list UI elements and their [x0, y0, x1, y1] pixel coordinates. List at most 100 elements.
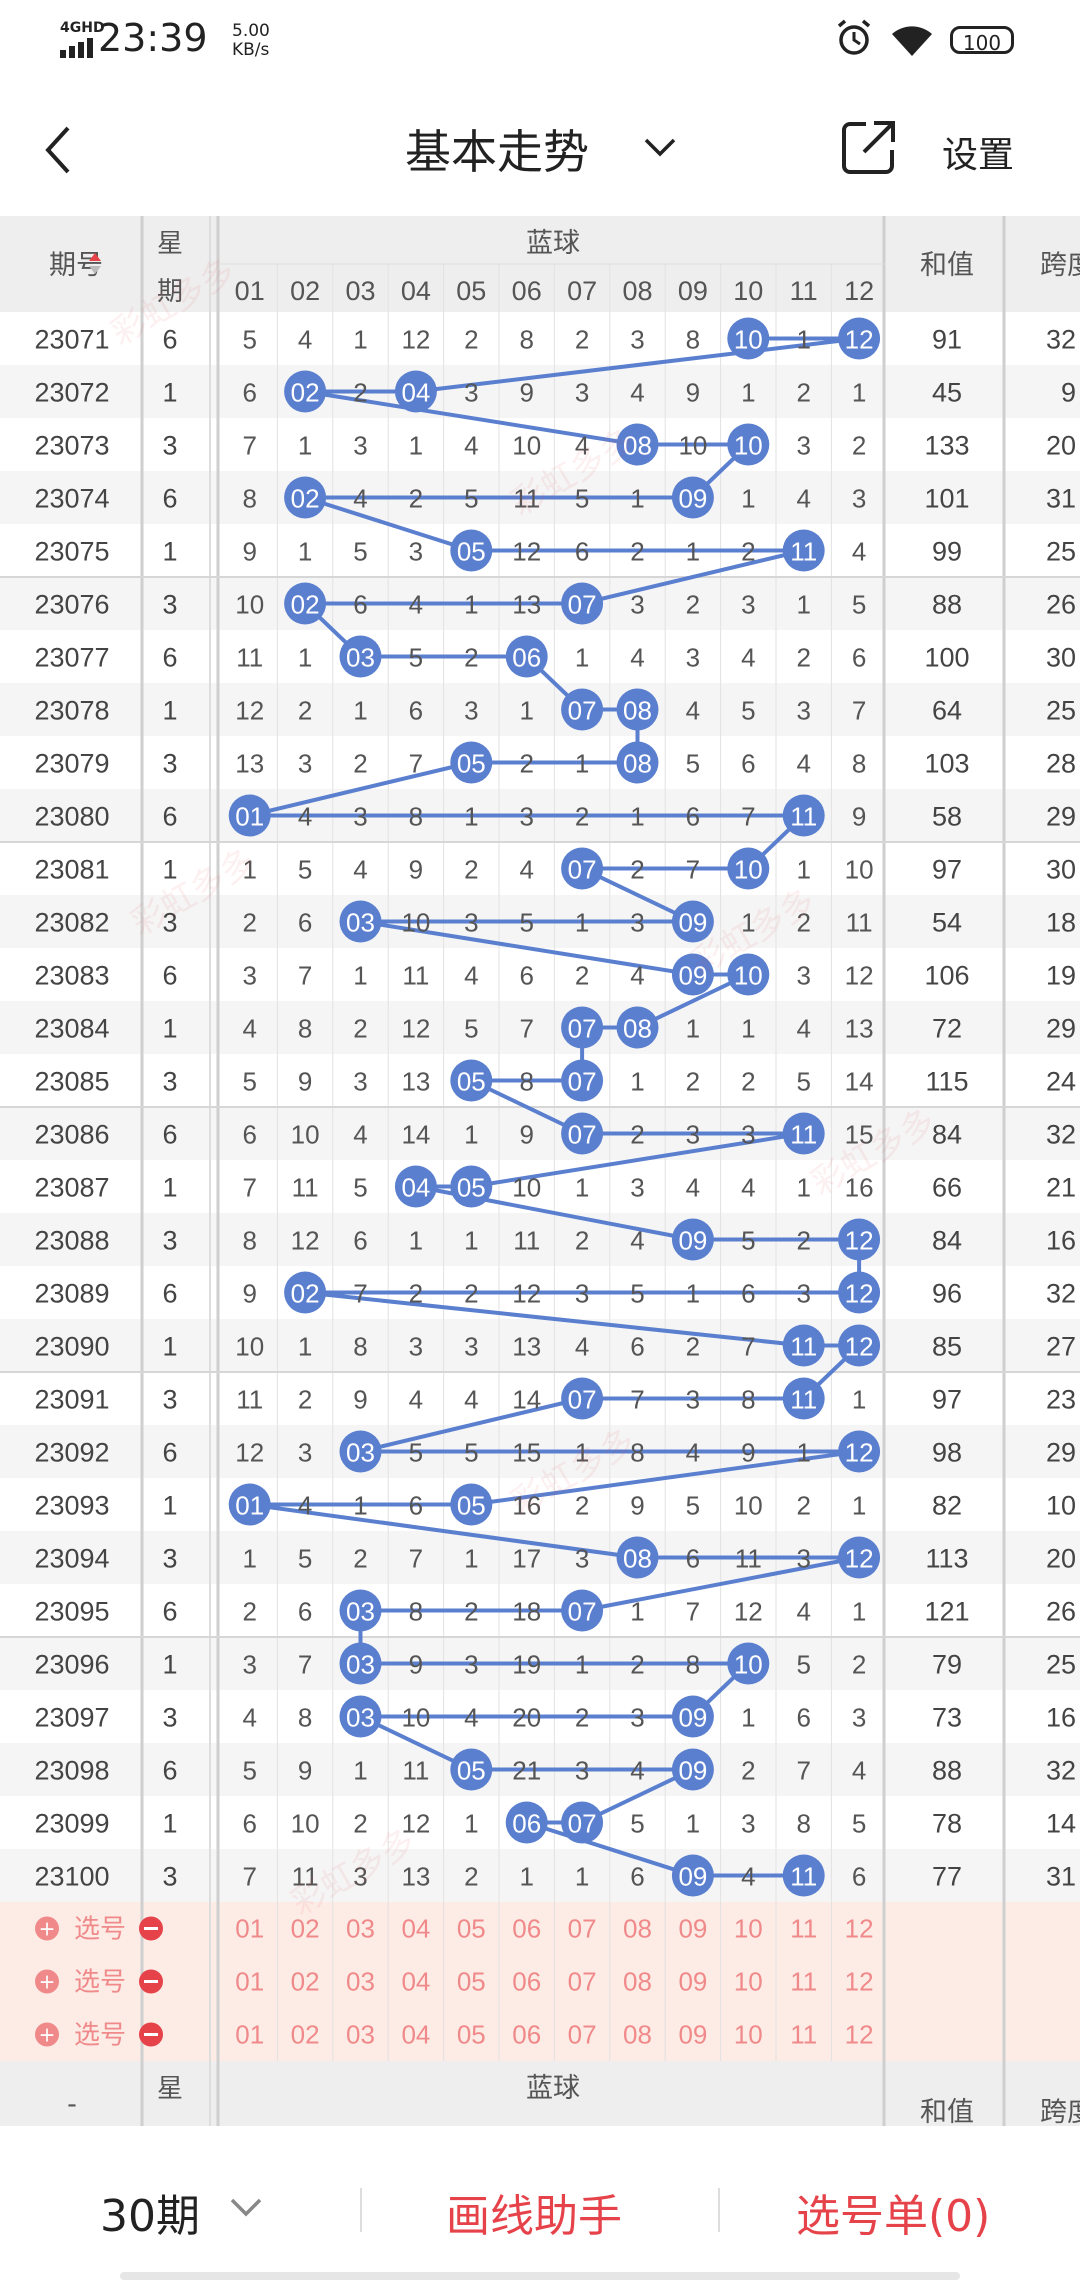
omission-value: 4	[242, 1014, 256, 1044]
span-value: 29	[1046, 1438, 1076, 1468]
omission-value: 15	[512, 1438, 541, 1468]
span-value: 21	[1046, 1173, 1076, 1203]
picker-number: 01	[235, 2020, 264, 2050]
blue-ball	[727, 317, 770, 360]
period-selector[interactable]: 30期	[100, 2191, 200, 2242]
sum-value: 73	[932, 1703, 962, 1733]
omission-value: 18	[512, 1597, 541, 1627]
table-row	[0, 365, 1080, 418]
omission-value: 7	[242, 1173, 256, 1203]
omission-value: 3	[353, 431, 367, 461]
weekday-value: 6	[162, 325, 177, 355]
omission-value: 1	[464, 1120, 478, 1150]
issue-number: 23100	[34, 1862, 109, 1892]
omission-value: 5	[409, 1438, 423, 1468]
picker-number: 04	[401, 1967, 430, 1997]
picker-label: 选号	[74, 1968, 126, 1998]
omission-value: 3	[353, 1067, 367, 1097]
picker-number: 09	[678, 1914, 707, 1944]
back-icon[interactable]	[40, 120, 80, 180]
omission-value: 5	[796, 1067, 810, 1097]
blue-ball-number: 09	[678, 961, 707, 991]
omission-value: 10	[678, 431, 707, 461]
table-row	[0, 1160, 1080, 1213]
page-title[interactable]: 基本走势	[405, 125, 589, 179]
omission-value: 5	[852, 590, 866, 620]
draw-line-helper-button[interactable]: 画线助手	[446, 2191, 622, 2242]
omission-value: 6	[353, 1226, 367, 1256]
omission-value: 2	[575, 1226, 589, 1256]
omission-value: 3	[741, 590, 755, 620]
omission-value: 3	[686, 1385, 700, 1415]
omission-value: 5	[464, 1014, 478, 1044]
span-value: 16	[1046, 1226, 1076, 1256]
sum-value: 84	[932, 1226, 962, 1256]
sum-value: 58	[932, 802, 962, 832]
omission-value: 11	[513, 484, 540, 514]
share-icon[interactable]	[840, 118, 898, 176]
blue-ball	[339, 900, 382, 943]
network-type: 4GHD	[60, 20, 105, 36]
omission-value: 4	[796, 1597, 810, 1627]
omission-value: 3	[464, 908, 478, 938]
omission-value: 10	[401, 908, 430, 938]
settings-button[interactable]: 设置	[942, 135, 1015, 176]
omission-value: 11	[236, 643, 263, 673]
chevron-down-icon[interactable]	[640, 132, 680, 162]
picker-number: 09	[678, 2020, 707, 2050]
omission-value: 4	[796, 484, 810, 514]
omission-value: 3	[796, 696, 810, 726]
pick-list-button[interactable]: 选号单(0)	[796, 2191, 991, 2242]
weekday-value: 6	[162, 1279, 177, 1309]
omission-value: 8	[353, 1332, 367, 1362]
omission-value: 6	[298, 908, 312, 938]
blue-ball	[228, 794, 271, 837]
omission-value: 9	[298, 1067, 312, 1097]
table-row	[0, 1849, 1080, 1902]
weekday-value: 3	[162, 1385, 177, 1415]
blue-column-header: 12	[844, 276, 874, 306]
blue-ball	[339, 1589, 382, 1632]
blue-ball	[838, 317, 881, 360]
issue-number: 23087	[34, 1173, 109, 1203]
blue-ball-number: 05	[457, 1491, 486, 1521]
omission-value: 17	[512, 1544, 541, 1574]
blue-ball-number: 10	[734, 855, 763, 885]
omission-value: 8	[298, 1703, 312, 1733]
sort-down-icon	[89, 266, 101, 274]
omission-value: 3	[409, 537, 423, 567]
blue-ball-number: 03	[346, 643, 375, 673]
blue-ball	[450, 1748, 493, 1791]
span-value: 16	[1046, 1703, 1076, 1733]
blue-ball	[782, 794, 825, 837]
blue-ball	[727, 423, 770, 466]
span-value: 9	[1061, 378, 1076, 408]
omission-value: 6	[796, 1703, 810, 1733]
blue-ball	[782, 1112, 825, 1155]
picker-number: 04	[401, 2020, 430, 2050]
sum-value: 115	[925, 1067, 968, 1097]
omission-value: 2	[796, 1491, 810, 1521]
omission-value: 1	[464, 1544, 478, 1574]
omission-value: 8	[630, 1438, 644, 1468]
blue-ball	[838, 1271, 881, 1314]
omission-value: 2	[464, 855, 478, 885]
omission-value: 12	[512, 537, 541, 567]
blue-ball	[727, 847, 770, 890]
omission-value: 1	[519, 1862, 533, 1892]
omission-value: 12	[401, 1809, 430, 1839]
weekday-value: 3	[162, 1862, 177, 1892]
blue-ball	[561, 847, 604, 890]
sum-value: 77	[932, 1862, 962, 1892]
speed-unit: KB/s	[232, 40, 270, 60]
omission-value: 7	[242, 1862, 256, 1892]
omission-value: 7	[519, 1014, 533, 1044]
trend-chart: 期号星期蓝球010203040506070809101112和值跨度230716…	[0, 216, 1080, 2126]
chevron-down-icon[interactable]	[226, 2194, 266, 2222]
omission-value: 8	[852, 749, 866, 779]
table-row	[0, 1478, 1080, 1531]
omission-value: 5	[464, 1438, 478, 1468]
sum-value: 103	[924, 749, 969, 779]
omission-value: 1	[630, 802, 644, 832]
omission-value: 7	[686, 855, 700, 885]
